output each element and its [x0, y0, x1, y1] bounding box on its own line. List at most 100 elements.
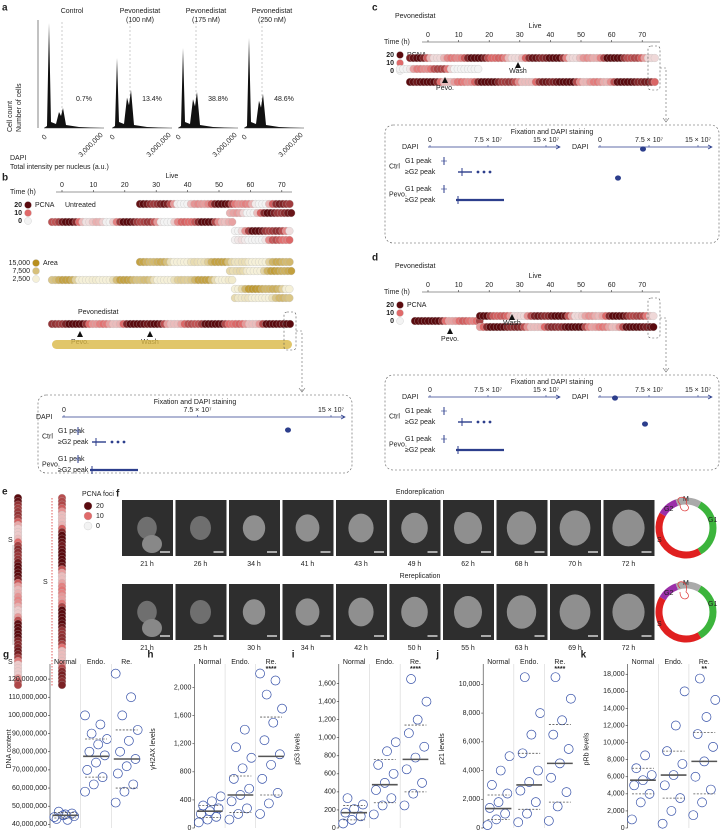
point [233, 809, 244, 819]
label: 41 h [301, 561, 315, 568]
point [701, 712, 712, 722]
label: G2 [664, 506, 673, 513]
point [121, 761, 132, 772]
category-label: Endo. [376, 659, 394, 666]
point [482, 820, 493, 830]
nucleus [559, 594, 591, 630]
track-cell [650, 53, 659, 63]
point [358, 799, 368, 810]
label: 55 h [461, 645, 475, 652]
label: 72 h [622, 561, 636, 568]
legend-swatch [32, 259, 40, 267]
point [193, 817, 204, 828]
dot [642, 421, 648, 427]
y-tick-label: 1,400 [318, 698, 336, 705]
label: Pevo. [389, 441, 407, 448]
point [563, 744, 574, 754]
label: 7.5 × 10⁷ [474, 137, 502, 144]
track-cell [649, 322, 658, 332]
legend-swatch [396, 301, 404, 309]
label: 38.8% [208, 96, 228, 103]
label: 0 [428, 137, 432, 144]
label: 0 [426, 32, 430, 39]
label: Total intensity per nucleus (a.u.) [10, 164, 109, 171]
arrow-head [662, 367, 670, 373]
point [215, 791, 226, 802]
point [688, 810, 699, 821]
point [264, 798, 274, 809]
label: 60 [608, 282, 616, 289]
label: 20 [14, 202, 22, 209]
y-tick-label: 600 [324, 771, 336, 778]
nucleus [142, 535, 162, 553]
legend-swatch [396, 317, 404, 325]
point [110, 797, 121, 808]
legend-swatch [32, 275, 40, 283]
point [627, 814, 637, 825]
leader [296, 330, 303, 392]
label: 30 [516, 32, 524, 39]
label: 10 [386, 60, 394, 67]
leader [660, 317, 667, 372]
label: 40 [547, 32, 555, 39]
label: S [8, 659, 13, 666]
point [268, 717, 279, 728]
label: 70 h [568, 561, 582, 568]
label: 7.5 × 10⁷ [183, 407, 211, 414]
point [266, 759, 276, 770]
label: ≥G2 peak [58, 439, 89, 446]
label: 0 [60, 182, 64, 189]
end-box [283, 311, 297, 351]
dapi-axis [598, 144, 713, 150]
dot [482, 170, 486, 174]
label: 0.7% [76, 96, 92, 103]
label: 10 [455, 32, 463, 39]
point [513, 817, 524, 828]
label: Time (h) [10, 189, 36, 196]
point [544, 815, 554, 826]
label: 0 [109, 134, 117, 142]
point [113, 768, 123, 779]
label: Pevo. [441, 336, 459, 343]
label: DAPI [572, 394, 588, 401]
label: G1 peak [405, 158, 432, 165]
end-box [647, 297, 661, 339]
category-label: Re. [121, 659, 132, 666]
point [80, 786, 90, 797]
label: 30 [152, 182, 160, 189]
label: PCNA [407, 302, 427, 309]
point [117, 710, 128, 721]
point [697, 797, 707, 808]
label: 60 [247, 182, 255, 189]
point [255, 809, 265, 819]
track-cell [285, 257, 294, 267]
label: 0 [175, 134, 183, 142]
point [502, 788, 513, 799]
point [566, 693, 576, 704]
legend-swatch [83, 501, 93, 511]
category-label: Endo. [520, 659, 538, 666]
label: ≥G2 peak [405, 447, 436, 454]
point [666, 806, 677, 816]
nucleus [348, 513, 374, 543]
label: Cell count [7, 101, 14, 132]
nucleus [612, 509, 645, 547]
y-tick-label: 80,000,000 [12, 749, 47, 756]
fixation-box [37, 394, 353, 474]
label: Time (h) [384, 289, 410, 296]
point [515, 785, 526, 796]
point [495, 765, 506, 776]
label: 2,500 [12, 276, 30, 283]
point [410, 752, 421, 763]
label: j [435, 650, 439, 661]
point [522, 808, 532, 819]
nucleus [242, 599, 266, 625]
legend-swatch [24, 201, 32, 209]
label: 40 [547, 282, 555, 289]
label: S [8, 537, 13, 544]
label: 30 [516, 282, 524, 289]
point [228, 773, 239, 784]
nucleus [401, 512, 428, 544]
y-tick-label: 110,000,000 [9, 694, 48, 701]
y-tick-label: 1,600 [318, 680, 336, 687]
